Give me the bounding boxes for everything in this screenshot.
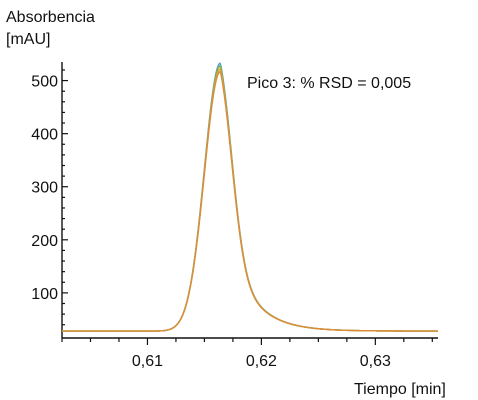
- y-tick-label: 200: [31, 233, 58, 250]
- x-tick-label: 0,62: [246, 353, 277, 370]
- x-tick-label: 0,61: [132, 353, 163, 370]
- series-line-4: [62, 70, 438, 332]
- x-tick-label: 0,63: [360, 353, 391, 370]
- series-line-2: [62, 65, 438, 332]
- y-tick-label: 500: [31, 74, 58, 91]
- y-tick-label: 400: [31, 127, 58, 144]
- y-axis-label-line2: [mAU]: [6, 31, 50, 48]
- series-line-1: [62, 62, 438, 332]
- chromatogram-traces: [62, 62, 438, 332]
- peak-annotation: Pico 3: % RSD = 0,005: [247, 75, 411, 92]
- y-axis-label-line1: Absorbencia: [6, 9, 95, 26]
- x-axis-label: Tiempo [min]: [354, 381, 446, 398]
- series-line-3: [62, 68, 438, 332]
- y-tick-label: 100: [31, 286, 58, 303]
- y-axis-ticks: 100 200 300 400 500: [31, 69, 68, 326]
- y-tick-label: 300: [31, 180, 58, 197]
- x-axis-ticks: 0,61 0,62 0,63: [61, 338, 433, 370]
